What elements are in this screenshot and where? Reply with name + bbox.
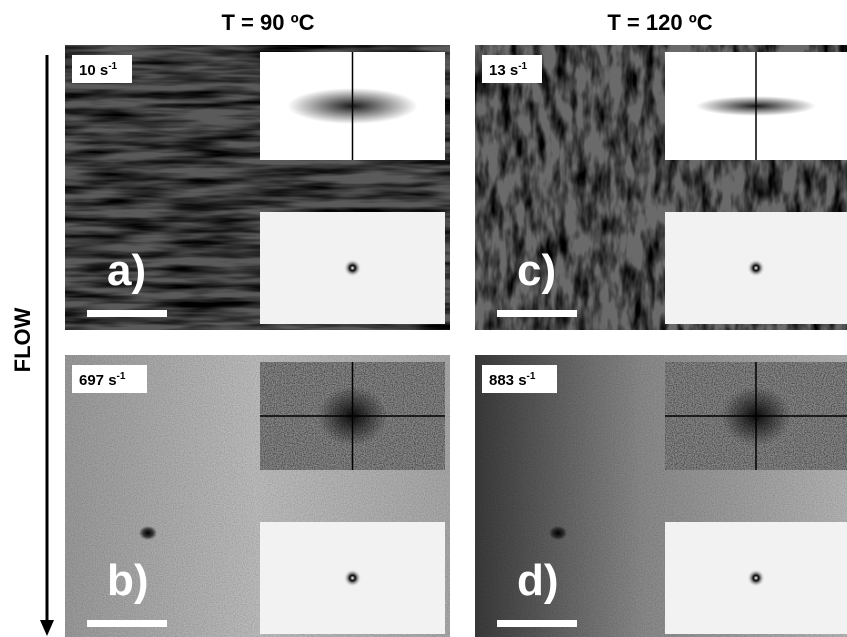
rate-exponent: -1 [518, 61, 527, 72]
rate-value: 883 s [489, 372, 527, 389]
fft-center [747, 259, 765, 277]
panel-letter: d) [517, 556, 559, 605]
column-header: T = 120 ºC [607, 10, 712, 35]
page: T = 90 ºC T = 120 ºC FLOW a)10 s-1b)697 … [0, 0, 847, 637]
fft-center [344, 569, 362, 587]
panels: a)10 s-1b)697 s-1c)13 s-1d)883 s-1 [65, 45, 847, 637]
figure: T = 90 ºC T = 120 ºC FLOW a)10 s-1b)697 … [0, 0, 847, 637]
particle [549, 526, 567, 540]
panel-letter: c) [517, 246, 556, 295]
flow-label: FLOW [10, 307, 35, 372]
scale-bar [87, 310, 167, 317]
rate-exponent: -1 [117, 371, 126, 382]
scale-bar [87, 620, 167, 627]
panel-letter: b) [107, 556, 149, 605]
rate-value: 10 s [79, 62, 108, 79]
rate-exponent: -1 [527, 371, 536, 382]
micrograph-panel: c) 13 s-1 [475, 45, 847, 330]
flow-arrowhead [40, 620, 54, 636]
scale-bar [497, 620, 577, 627]
fft-center [344, 259, 362, 277]
micrograph-panel: b) 697 s-1 [65, 355, 450, 637]
panel-letter: a) [107, 246, 146, 295]
particle [139, 526, 157, 540]
micrograph-panel: d) 883 s-1 [475, 355, 847, 637]
scale-bar [497, 310, 577, 317]
rate-value: 13 s [489, 62, 518, 79]
rate-value: 697 s [79, 372, 117, 389]
micrograph-panel: a) 10 s-1 [65, 45, 450, 330]
fft-center [747, 569, 765, 587]
rate-exponent: -1 [108, 61, 117, 72]
column-header: T = 90 ºC [221, 10, 314, 35]
